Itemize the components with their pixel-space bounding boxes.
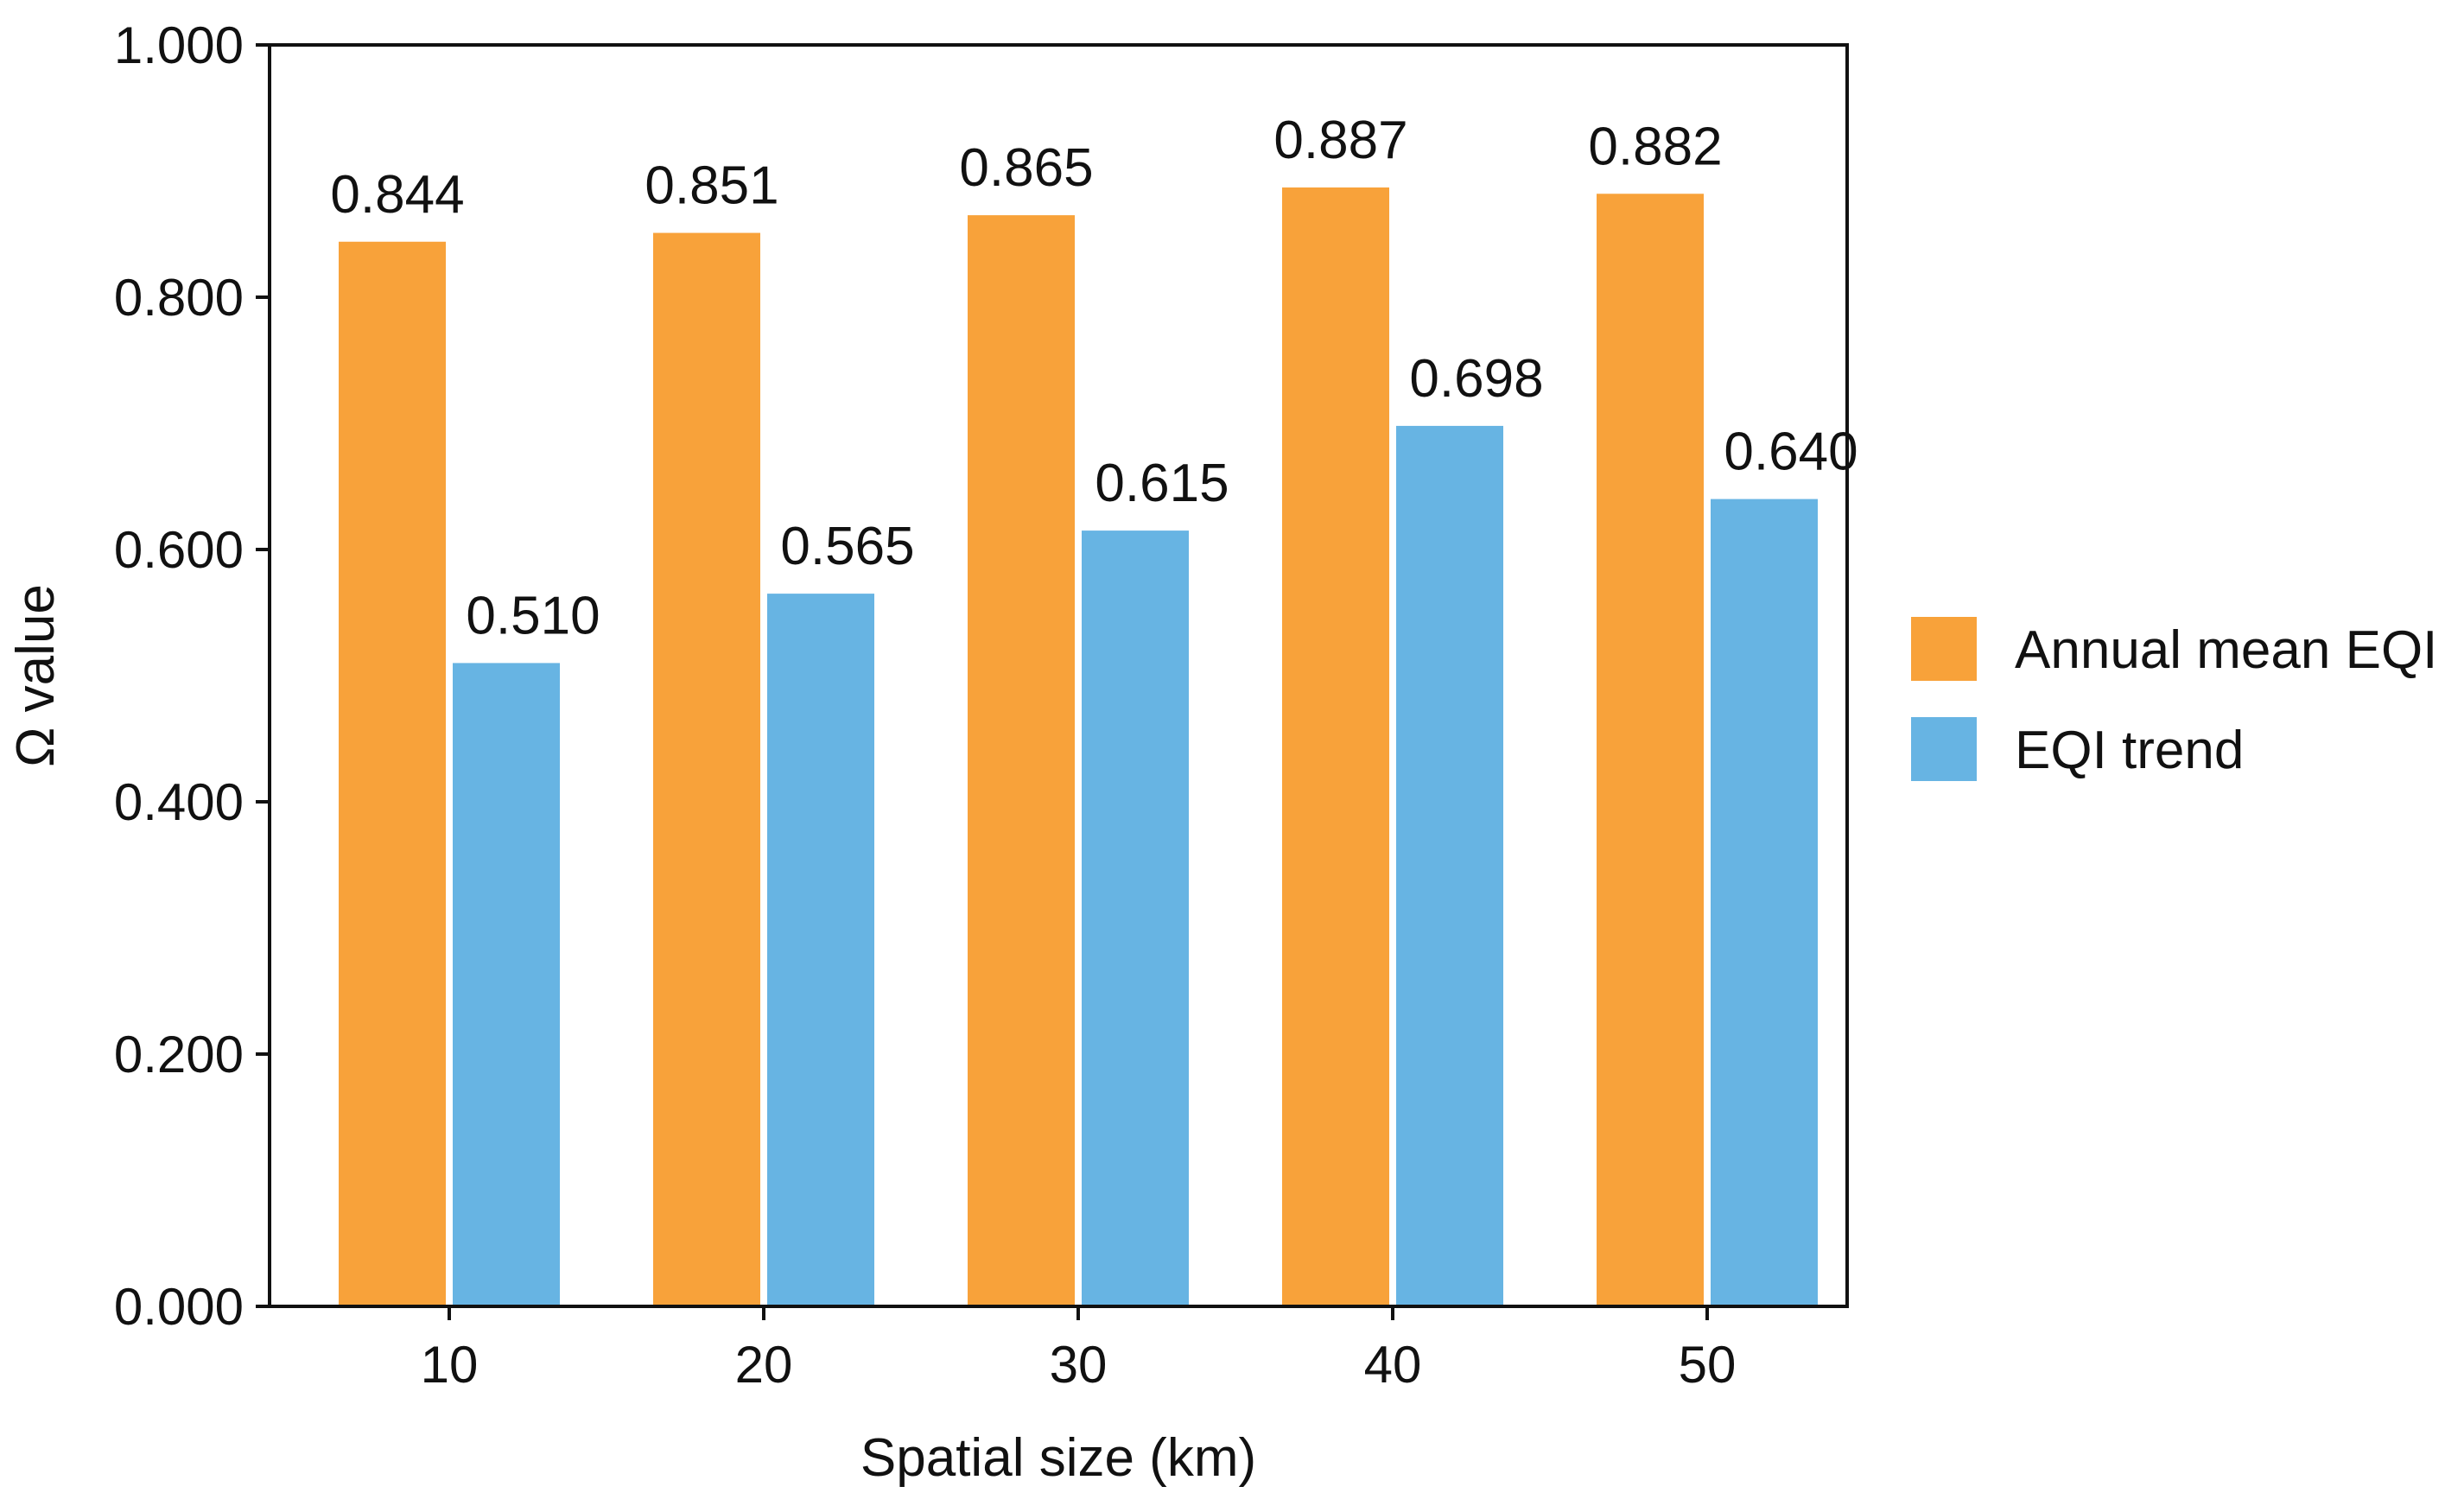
- legend-label-series-2: EQI trend: [2015, 721, 2244, 780]
- data-labels-layer: 0.844 0.510 0.851 0.565 0.865 0.615 0.887 0.698…: [330, 111, 1858, 645]
- y-tick-label: 0.200: [114, 1026, 244, 1083]
- y-tick-label: 0.000: [114, 1278, 244, 1336]
- x-tick-label: 20: [735, 1336, 793, 1394]
- data-label-series-1-20: 0.851: [645, 156, 778, 216]
- bar-series-1-50: [1597, 194, 1704, 1306]
- legend: Annual mean EQI EQI trend: [1911, 617, 2437, 781]
- y-tick-label: 0.800: [114, 269, 244, 327]
- bar-series-1-20: [653, 232, 760, 1306]
- data-label-series-1-40: 0.887: [1273, 111, 1407, 170]
- x-tick-label: 30: [1050, 1336, 1108, 1394]
- x-axis-title: Spatial size (km): [860, 1428, 1256, 1488]
- bar-series-2-30: [1082, 530, 1189, 1306]
- data-label-series-2-40: 0.698: [1409, 349, 1543, 409]
- x-axis: 10 20 30 40 50: [421, 1306, 1737, 1394]
- bar-series-2-40: [1396, 425, 1503, 1306]
- y-axis-title: Ω value: [6, 584, 66, 767]
- bar-series-2-20: [767, 594, 874, 1306]
- data-label-series-1-30: 0.865: [959, 138, 1093, 198]
- data-label-series-2-20: 0.565: [780, 517, 914, 576]
- bar-series-2-10: [453, 663, 560, 1306]
- legend-swatch-series-2: [1911, 717, 1977, 781]
- legend-label-series-1: Annual mean EQI: [2015, 620, 2437, 680]
- bars-layer: [339, 187, 1818, 1307]
- data-label-series-2-50: 0.640: [1724, 422, 1858, 482]
- bar-series-2-50: [1711, 499, 1818, 1306]
- y-tick-label: 1.000: [114, 16, 244, 74]
- bar-series-1-30: [968, 215, 1075, 1307]
- data-label-series-1-10: 0.844: [330, 165, 464, 225]
- data-label-series-2-30: 0.615: [1095, 454, 1229, 513]
- y-tick-label: 0.600: [114, 521, 244, 579]
- x-tick-label: 50: [1679, 1336, 1737, 1394]
- y-axis: 0.000 0.200 0.400 0.600 0.800 1.000: [114, 16, 270, 1336]
- data-label-series-2-10: 0.510: [466, 586, 600, 645]
- plot-area-frame: [268, 43, 1849, 1308]
- data-label-series-1-50: 0.882: [1588, 117, 1722, 176]
- x-tick-label: 40: [1364, 1336, 1422, 1394]
- legend-swatch-series-1: [1911, 617, 1977, 681]
- bar-series-1-40: [1282, 187, 1389, 1307]
- bar-series-1-10: [339, 241, 446, 1306]
- x-tick-label: 10: [421, 1336, 479, 1394]
- y-tick-label: 0.400: [114, 773, 244, 831]
